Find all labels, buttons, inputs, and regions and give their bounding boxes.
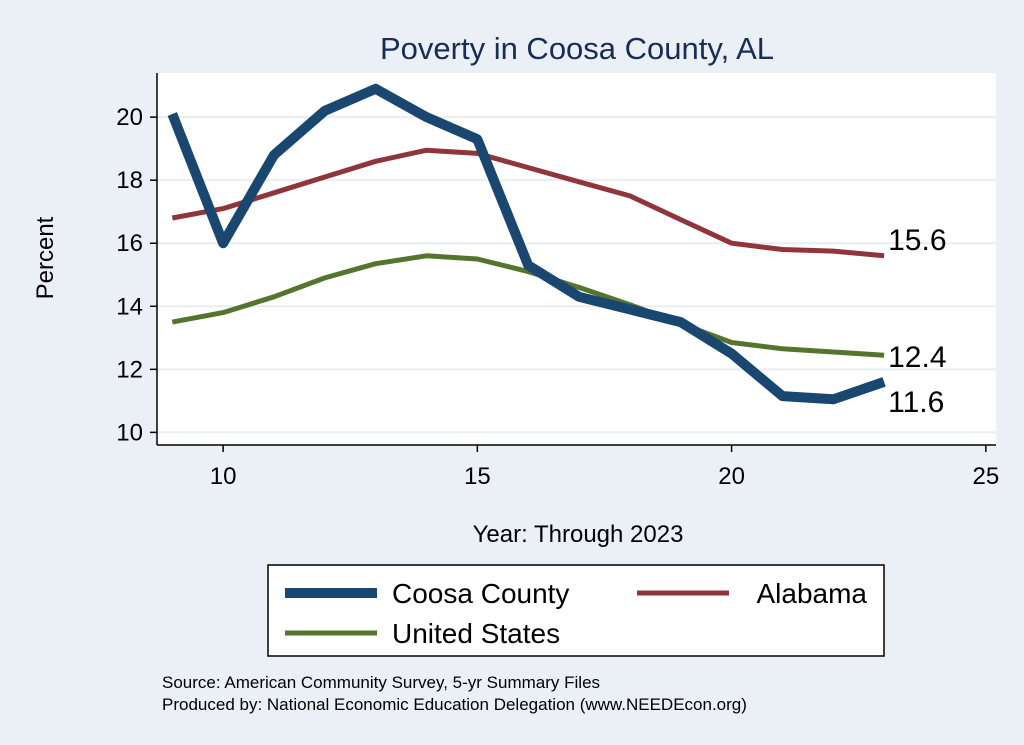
end-labels: 11.6 15.6 12.4 bbox=[888, 224, 946, 419]
y-tick-label-18: 18 bbox=[116, 167, 143, 194]
axes bbox=[156, 73, 996, 446]
series-line-coosa-county bbox=[167, 83, 886, 405]
y-axis-label: Percent bbox=[32, 216, 59, 299]
y-tick-label-14: 14 bbox=[116, 293, 143, 320]
y-tick-label-20: 20 bbox=[116, 104, 143, 131]
grid bbox=[157, 116, 996, 434]
x-tick-label-10: 10 bbox=[210, 463, 237, 490]
end-label-coosa-county: 11.6 bbox=[888, 386, 944, 419]
series-line-united-states bbox=[171, 253, 885, 358]
legend-label-coosa-county: Coosa County bbox=[392, 578, 569, 609]
legend: Coosa County Alabama United States bbox=[267, 564, 885, 657]
end-label-united-states: 12.4 bbox=[888, 341, 946, 374]
end-label-alabama: 15.6 bbox=[888, 224, 946, 257]
x-axis-label: Year: Through 2023 bbox=[473, 521, 684, 548]
legend-label-united-states: United States bbox=[392, 618, 560, 649]
x-tick-label-20: 20 bbox=[718, 463, 745, 490]
y-tick-label-16: 16 bbox=[116, 230, 143, 257]
legend-box bbox=[267, 564, 885, 657]
y-tick-label-12: 12 bbox=[116, 356, 143, 383]
source-note: Source: American Community Survey, 5-yr … bbox=[162, 673, 600, 692]
producer-note: Produced by: National Economic Education… bbox=[162, 695, 747, 714]
x-tick-label-25: 25 bbox=[972, 463, 999, 490]
series-line-alabama bbox=[171, 147, 885, 259]
y-tick-label-10: 10 bbox=[116, 419, 143, 446]
legend-label-alabama: Alabama bbox=[756, 578, 867, 609]
chart-title: Poverty in Coosa County, AL bbox=[380, 31, 774, 66]
ticks: 10 12 14 16 18 20 10 15 20 25 bbox=[116, 104, 999, 490]
x-tick-label-15: 15 bbox=[464, 463, 491, 490]
series-lines bbox=[167, 83, 886, 405]
